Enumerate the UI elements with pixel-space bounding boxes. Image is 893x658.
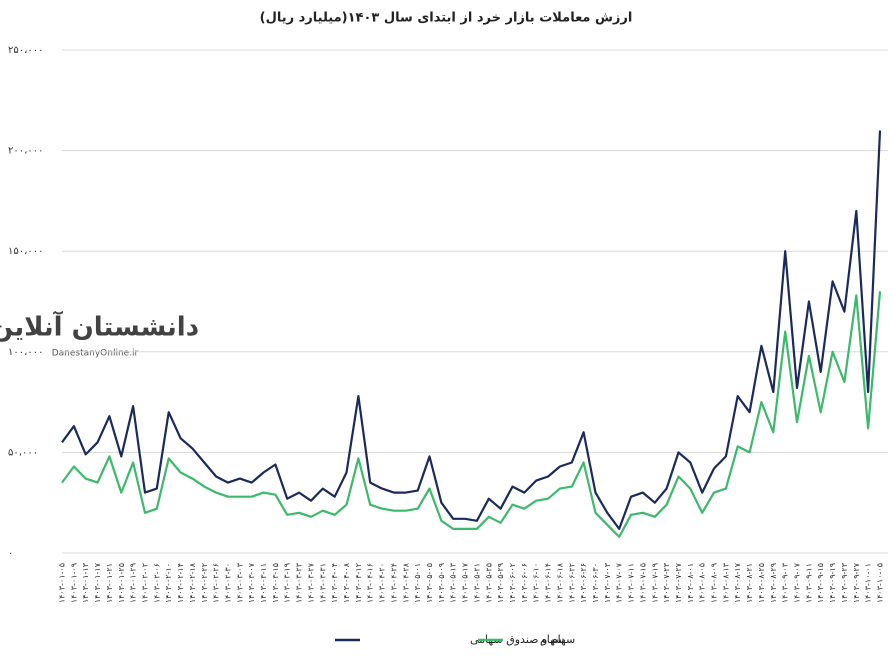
x-tick-label: ۱۴۰۳-۰۵-۲۱ bbox=[472, 563, 481, 603]
x-tick-label: ۱۴۰۳-۰۵-۰۵ bbox=[425, 563, 434, 603]
x-tick-label: ۱۴۰۳-۰۵-۱۷ bbox=[461, 562, 470, 603]
x-tick-label: ۱۴۰۳-۰۲-۱۸ bbox=[188, 562, 197, 603]
x-tick-label: ۱۴۰۳-۰۱-۰۹ bbox=[69, 563, 78, 603]
x-tick-label: ۱۴۰۳-۰۲-۰۶ bbox=[152, 563, 161, 603]
x-tick-label: ۱۴۰۳-۰۵-۰۹ bbox=[437, 563, 446, 603]
watermark-logo: دانشستان آنلاین bbox=[0, 311, 199, 343]
x-tick-label: ۱۴۰۳-۰۶-۳۰ bbox=[591, 563, 600, 603]
x-tick-label: ۱۴۰۳-۰۶-۰۶ bbox=[520, 563, 529, 603]
x-tick-label: ۱۴۰۳-۰۱-۱۳ bbox=[81, 562, 90, 603]
x-tick-label: ۱۴۰۳-۰۳-۱۱ bbox=[259, 563, 268, 603]
x-tick-label: ۱۴۰۳-۰۹-۱۱ bbox=[804, 563, 813, 603]
x-tick-label: ۱۴۰۳-۰۱-۱۷ bbox=[93, 562, 102, 603]
x-tick-label: ۱۴۰۳-۰۵-۰۱ bbox=[413, 563, 422, 603]
x-tick-label: ۱۴۰۳-۰۷-۰۳ bbox=[603, 562, 612, 603]
x-tick-label: ۱۴۰۳-۰۲-۰۲ bbox=[140, 563, 149, 603]
x-tick-label: ۱۴۰۳-۰۲-۱۰ bbox=[164, 563, 173, 603]
x-tick-label: ۱۴۰۳-۰۹-۲۳ bbox=[840, 562, 849, 603]
x-tick-label: ۱۴۰۳-۰۹-۰۳ bbox=[781, 562, 790, 603]
chart-title: ارزش معاملات بازار خرد از ابتدای سال ۱۴۰… bbox=[260, 11, 633, 26]
x-tick-label: ۱۴۰۳-۰۲-۲۲ bbox=[200, 563, 209, 603]
x-tick-label: ۱۴۰۳-۰۳-۲۳ bbox=[295, 562, 304, 603]
x-tick-label: ۱۴۰۳-۰۴-۰۴ bbox=[330, 563, 339, 603]
x-tick-label: ۱۴۰۳-۰۶-۱۴ bbox=[544, 563, 553, 603]
series-line bbox=[61, 291, 882, 538]
x-tick-label: ۱۴۰۳-۰۴-۱۶ bbox=[366, 563, 375, 603]
watermark-url: DanestanyOnline.ir bbox=[52, 349, 139, 359]
x-tick-label: ۱۴۰۳-۰۵-۲۵ bbox=[484, 563, 493, 603]
x-tick-label: ۱۴۰۳-۰۳-۰۷ bbox=[247, 562, 256, 603]
x-tick-label: ۱۴۰۳-۰۷-۲۷ bbox=[674, 562, 683, 603]
x-tick-label: ۱۴۰۳-۰۶-۲۶ bbox=[579, 563, 588, 603]
x-tick-label: ۱۴۰۳-۰۸-۰۵ bbox=[698, 563, 707, 603]
x-tick-label: ۱۴۰۳-۰۴-۲۰ bbox=[378, 563, 387, 603]
x-tick-label: ۱۴۰۳-۰۳-۲۷ bbox=[306, 562, 315, 603]
x-tick-label: ۱۴۰۳-۰۶-۱۰ bbox=[532, 563, 541, 603]
x-tick-label: ۱۴۰۳-۰۱-۰۵ bbox=[58, 563, 67, 603]
x-tick-label: ۱۴۰۳-۱۰-۰۵ bbox=[876, 563, 885, 603]
x-tick-label: ۱۴۰۳-۰۳-۳۱ bbox=[318, 563, 327, 603]
x-tick-label: ۱۴۰۳-۰۸-۲۱ bbox=[745, 563, 754, 603]
x-tick-label: ۱۴۰۳-۰۶-۰۲ bbox=[508, 563, 517, 603]
x-tick-label: ۱۴۰۳-۰۷-۰۷ bbox=[615, 562, 624, 603]
x-tick-label: ۱۴۰۳-۰۷-۱۵ bbox=[638, 563, 647, 603]
x-tick-label: ۱۴۰۳-۰۹-۱۹ bbox=[828, 563, 837, 603]
x-tick-label: ۱۴۰۳-۰۴-۱۲ bbox=[354, 563, 363, 603]
y-tick-label: ۲۰۰،۰۰۰ bbox=[8, 146, 43, 157]
x-tick-label: ۱۴۰۳-۰۸-۰۱ bbox=[686, 563, 695, 603]
x-tick-label: ۱۴۰۳-۰۷-۱۱ bbox=[627, 563, 636, 603]
legend-label: سهام bbox=[540, 633, 564, 646]
x-tick-label: ۱۴۰۳-۰۳-۱۹ bbox=[283, 563, 292, 603]
x-tick-label: ۱۴۰۳-۰۸-۲۵ bbox=[757, 563, 766, 603]
x-tick-label: ۱۴۰۳-۰۱-۲۵ bbox=[117, 563, 126, 603]
x-tick-label: ۱۴۰۳-۰۹-۱۵ bbox=[816, 563, 825, 603]
x-tick-label: ۱۴۰۳-۰۳-۰۳ bbox=[235, 562, 244, 603]
x-tick-label: ۱۴۰۳-۰۸-۲۹ bbox=[769, 563, 778, 603]
y-tick-label: ۵۰،۰۰۰ bbox=[8, 447, 38, 458]
x-tick-label: ۱۴۰۳-۰۱-۲۱ bbox=[105, 563, 114, 603]
x-tick-label: ۱۴۰۳-۰۸-۰۹ bbox=[710, 563, 719, 603]
x-tick-label: ۱۴۰۳-۰۷-۲۳ bbox=[662, 562, 671, 603]
x-tick-label: ۱۴۰۳-۰۸-۱۳ bbox=[721, 562, 730, 603]
x-tick-label: ۱۴۰۳-۰۸-۱۷ bbox=[733, 562, 742, 603]
x-tick-label: ۱۴۰۳-۰۲-۳۰ bbox=[223, 563, 232, 603]
x-tick-label: ۱۴۰۳-۰۴-۰۸ bbox=[342, 562, 351, 603]
watermark: دانشستان آنلاین DanestanyOnline.ir bbox=[0, 311, 199, 359]
x-tick-label: ۱۴۰۳-۰۴-۲۸ bbox=[401, 562, 410, 603]
x-tick-label: ۱۴۰۳-۰۴-۲۴ bbox=[389, 563, 398, 603]
series-line bbox=[61, 130, 882, 530]
x-tick-label: ۱۴۰۳-۰۶-۲۲ bbox=[567, 563, 576, 603]
x-tick-label: ۱۴۰۳-۰۳-۱۵ bbox=[271, 563, 280, 603]
y-tick-label: ۱۵۰،۰۰۰ bbox=[8, 246, 43, 257]
x-tick-label: ۱۴۰۳-۰۱-۲۹ bbox=[129, 563, 138, 603]
x-tick-label: ۱۴۰۳-۰۲-۲۶ bbox=[212, 563, 221, 603]
x-tick-label: ۱۴۰۳-۰۷-۱۹ bbox=[650, 563, 659, 603]
x-tick-label: ۱۴۰۳-۰۹-۲۷ bbox=[852, 562, 861, 603]
x-tick-label: ۱۴۰۳-۰۶-۱۸ bbox=[555, 562, 564, 603]
x-tick-label: ۱۴۰۳-۰۵-۱۳ bbox=[449, 562, 458, 603]
x-tick-label: ۱۴۰۳-۰۵-۲۹ bbox=[496, 563, 505, 603]
y-tick-label: ۰ bbox=[8, 548, 13, 559]
x-tick-label: ۱۴۰۳-۱۰-۰۱ bbox=[864, 563, 873, 603]
y-tick-label: ۱۰۰،۰۰۰ bbox=[8, 347, 43, 358]
y-tick-label: ۲۵۰،۰۰۰ bbox=[8, 45, 43, 56]
legend-label: سهام و صندوق سهامی bbox=[470, 633, 575, 646]
x-tick-label: ۱۴۰۳-۰۲-۱۴ bbox=[176, 563, 185, 603]
x-tick-label: ۱۴۰۳-۰۹-۰۷ bbox=[793, 562, 802, 603]
